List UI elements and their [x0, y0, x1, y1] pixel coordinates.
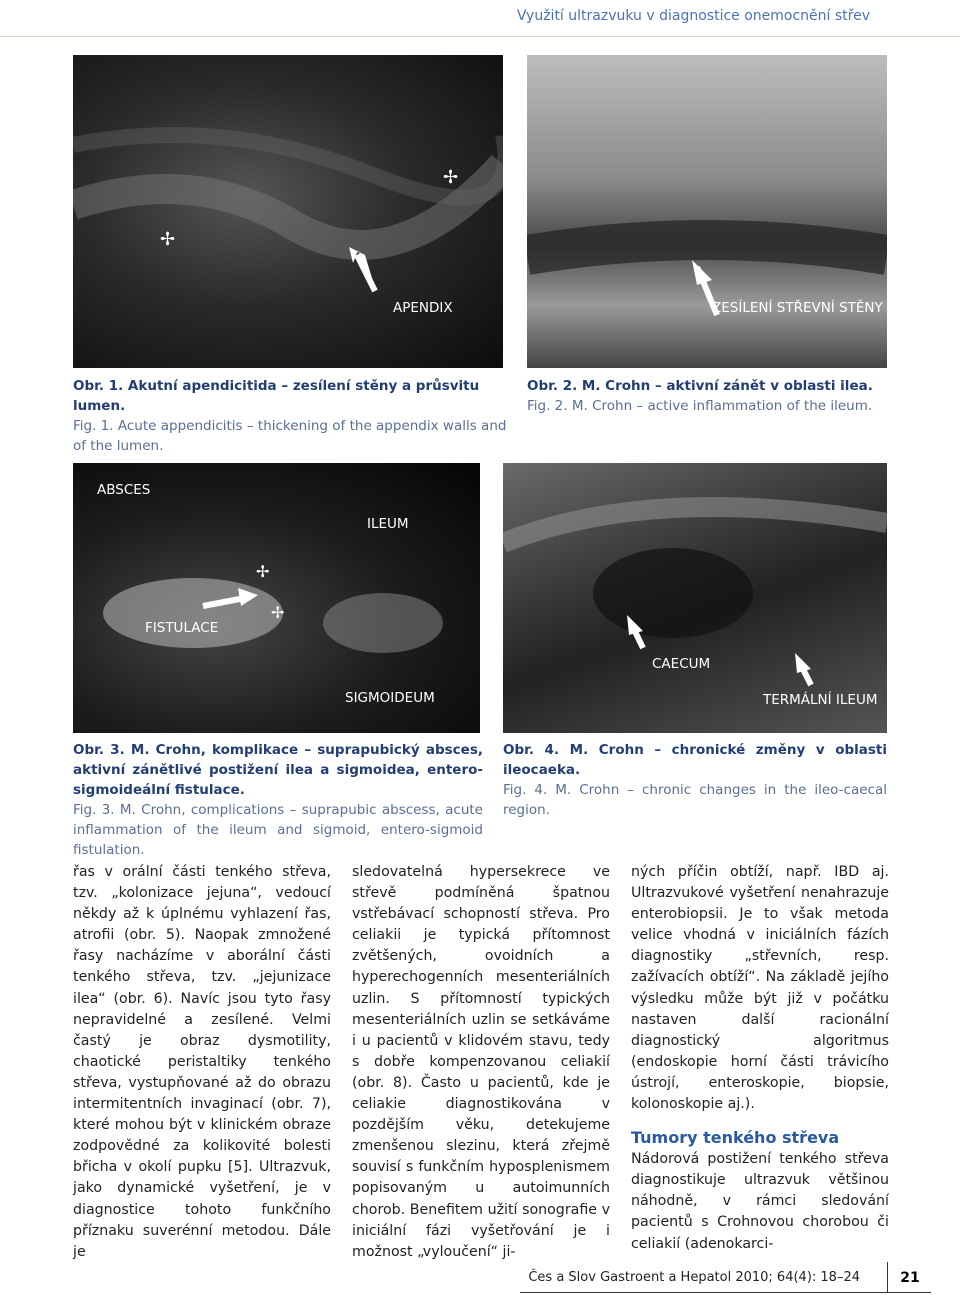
- text-column: řas v orální části tenkého střeva, tzv. …: [73, 862, 331, 1263]
- caption: Obr. 1. Akutní apendicitida – zesílení s…: [73, 376, 513, 456]
- image-label: SIGMOIDEUM: [345, 690, 435, 706]
- footer-rule: [520, 1292, 931, 1293]
- image-label: ABSCES: [97, 482, 151, 498]
- caption-en: Fig. 2. M. Crohn – active inflammation o…: [527, 398, 873, 414]
- text-column: ných příčin obtíží, např. IBD aj. Ultraz…: [631, 862, 889, 1255]
- caption-cz: Obr. 4. M. Crohn – chronické změny v obl…: [503, 742, 887, 778]
- running-title: Využití ultrazvuku v diagnostice onemocn…: [516, 8, 870, 24]
- image-overlay: ✢✢: [103, 562, 443, 653]
- image-label: APENDIX: [393, 300, 453, 316]
- ultrasound-image: ZESÍLENÍ STŘEVNÍ STĚNY: [527, 55, 887, 368]
- page-number: 21: [887, 1262, 932, 1292]
- caption-cz: Obr. 2. M. Crohn – aktivní zánět v oblas…: [527, 378, 873, 394]
- image-label: TERMÁLNÍ ILEUM: [763, 692, 878, 708]
- paragraph: Nádorová postižení tenkého střeva diagno…: [631, 1151, 889, 1252]
- header-rule: [0, 36, 960, 37]
- svg-text:✢: ✢: [256, 562, 269, 581]
- ultrasound-image: CAECUM TERMÁLNÍ ILEUM: [503, 463, 887, 733]
- image-label: ZESÍLENÍ STŘEVNÍ STĚNY: [712, 300, 883, 316]
- paragraph: ných příčin obtíží, např. IBD aj. Ultraz…: [631, 864, 889, 1113]
- caption-cz: Obr. 1. Akutní apendicitida – zesílení s…: [73, 378, 480, 414]
- image-label: ILEUM: [367, 516, 409, 532]
- caption: Obr. 4. M. Crohn – chronické změny v obl…: [503, 740, 887, 820]
- svg-text:✢: ✢: [271, 603, 284, 622]
- caption: Obr. 3. M. Crohn, komplikace – suprapubi…: [73, 740, 483, 860]
- caption-cz: Obr. 3. M. Crohn, komplikace – suprapubi…: [73, 742, 483, 798]
- text-column: sledovatelná hypersekrece ve střevě podm…: [352, 862, 610, 1263]
- image-label: FISTULACE: [145, 620, 219, 636]
- paragraph: řas v orální části tenkého střeva, tzv. …: [73, 864, 331, 1260]
- caption: Obr. 2. M. Crohn – aktivní zánět v oblas…: [527, 376, 897, 416]
- caption-en: Fig. 1. Acute appendicitis – thickening …: [73, 418, 507, 454]
- image-overlay: ✢✢: [73, 127, 503, 293]
- ultrasound-image: ✢ ✢ APENDIX: [73, 55, 503, 368]
- svg-text:✢: ✢: [443, 167, 458, 188]
- caption-en: Fig. 4. M. Crohn – chronic changes in th…: [503, 782, 887, 818]
- paragraph: sledovatelná hypersekrece ve střevě podm…: [352, 864, 610, 1260]
- journal-citation: Čes a Slov Gastroent a Hepatol 2010; 64(…: [528, 1270, 860, 1285]
- image-overlay: [503, 497, 887, 687]
- image-overlay: [527, 220, 887, 317]
- image-label: CAECUM: [652, 656, 711, 672]
- ultrasound-image: ✢ ✢ ABSCES ILEUM FISTULACE SIGMOIDEUM: [73, 463, 480, 733]
- caption-en: Fig. 3. M. Crohn, complications – suprap…: [73, 802, 483, 858]
- section-heading: Tumory tenkého střeva: [631, 1128, 840, 1148]
- svg-text:✢: ✢: [160, 229, 175, 250]
